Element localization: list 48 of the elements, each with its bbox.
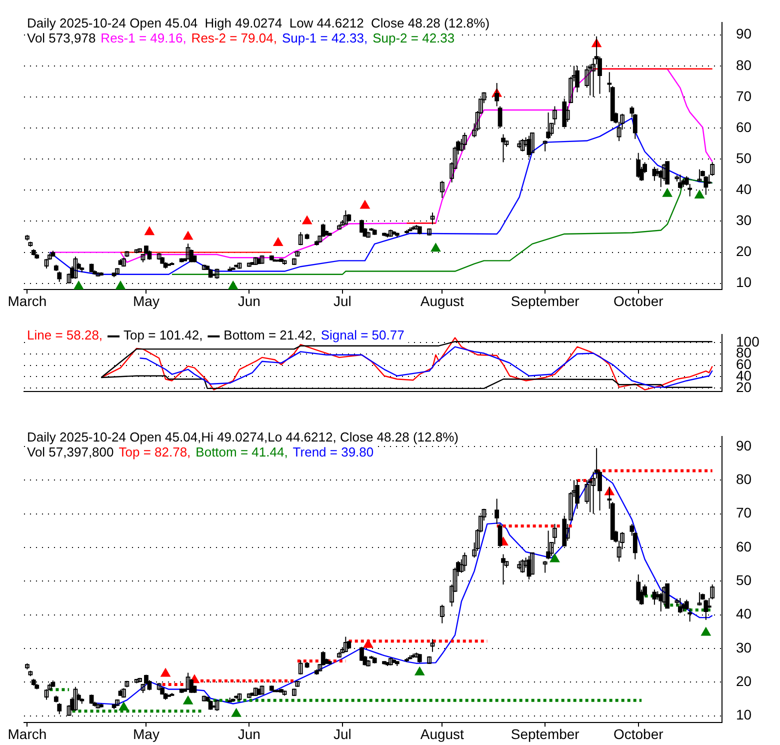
y-tick-label: 90 — [736, 437, 752, 454]
y-tick-label: 50 — [736, 572, 752, 588]
y-tick-label: 60 — [736, 118, 752, 135]
y-tick-label: 70 — [736, 88, 752, 104]
y-tick-label: 30 — [736, 212, 752, 228]
y-tick-label: 60 — [736, 538, 752, 554]
legend-label: Top = 101.42, — [124, 327, 203, 342]
y-tick-label: 10 — [736, 274, 752, 290]
y-tick-label: 70 — [736, 504, 752, 521]
x-tick-label: August — [420, 292, 464, 309]
x-tick-label: Jul — [333, 292, 352, 309]
x-tick-label: August — [420, 726, 464, 742]
y-tick-label: 40 — [736, 606, 752, 622]
x-tick-label: September — [510, 726, 580, 742]
text: Vol 573,978 — [27, 30, 96, 46]
y-tick-label: 90 — [736, 26, 752, 42]
chart-title: Daily 2025-10-24 Open 45.04 High 49.0274 Low 44.6212 Close 48.28 (12.8%) — [27, 15, 490, 30]
text: Sup-1 = 42.33, — [282, 30, 368, 46]
y-tick-label: 100 — [736, 333, 760, 350]
y-tick-label: 30 — [736, 639, 752, 656]
text: Top = 82.78, — [118, 444, 191, 460]
text: Trend = 39.80 — [292, 444, 374, 460]
text: Line = 58.28, — [27, 327, 103, 342]
x-tick-label: October — [613, 292, 664, 309]
y-tick-label: 20 — [736, 673, 752, 690]
x-tick-label: Jun — [238, 292, 260, 309]
y-tick-label: 50 — [736, 150, 752, 166]
y-tick-label: 80 — [736, 471, 752, 488]
x-tick-label: March — [8, 726, 47, 742]
y-tick-label: 10 — [736, 706, 752, 723]
x-tick-label: May — [133, 726, 160, 742]
x-tick-label: September — [510, 292, 580, 309]
chart-title: Daily 2025-10-24 Open 45.04,Hi 49.0274,Lo 44.6212, Close 48.28 (12.8%) — [27, 429, 458, 444]
text: Res-2 = 79.04, — [191, 30, 277, 46]
y-tick-label: 20 — [736, 243, 752, 260]
x-tick-label: Jun — [238, 726, 260, 742]
text: Sup-2 = 42.33 — [372, 30, 455, 46]
series-label: Signal = 50.77 — [320, 327, 404, 342]
text: Vol 57,397,800 — [27, 444, 114, 460]
x-tick-label: October — [613, 726, 664, 742]
x-tick-label: May — [133, 292, 160, 309]
x-tick-label: March — [8, 292, 47, 309]
y-tick-label: 80 — [736, 56, 752, 73]
x-tick-label: Jul — [333, 726, 352, 742]
y-tick-label: 40 — [736, 181, 752, 198]
legend-label: Bottom = 21.42, — [224, 327, 316, 342]
text: Bottom = 41.44, — [196, 444, 288, 460]
text: Res-1 = 49.16, — [100, 30, 186, 46]
